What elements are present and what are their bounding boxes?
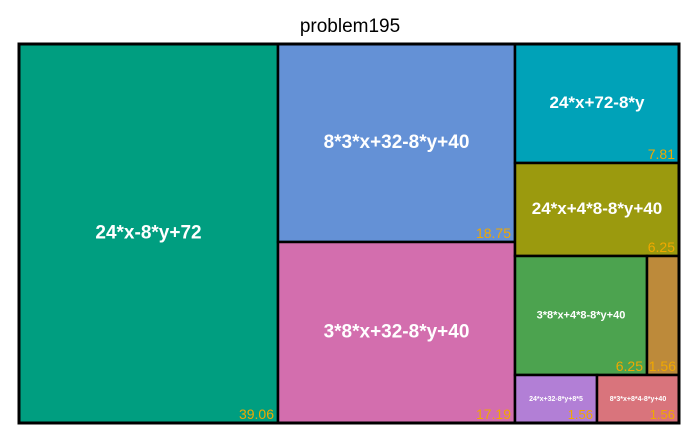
tile-label: 8*3*x+32-8*y+40 — [324, 132, 470, 153]
tile-value-label: 1.56 — [649, 358, 676, 374]
treemap-tile: 24*x+72-8*y 7.81 — [513, 42, 681, 165]
tile-label: 24*x-8*y+72 — [95, 223, 201, 244]
tile-value-label: 6.25 — [648, 239, 675, 255]
treemap-tile: 8*3*x+8*4-8*y+40 1.56 — [595, 373, 681, 425]
tile-value-label: 1.56 — [568, 407, 593, 422]
treemap-border — [17, 42, 681, 425]
tile-rect — [513, 254, 649, 377]
tile-rect — [513, 161, 681, 258]
treemap-tile: 24*x+4*8-8*y+40 6.25 — [513, 161, 681, 258]
tile-value-label: 18.75 — [476, 225, 511, 241]
tile-label: 24*x+4*8-8*y+40 — [532, 199, 662, 218]
treemap-tile: 24*x+32-8*y+8*5 1.56 — [513, 373, 599, 425]
tile-value-label: 1.56 — [650, 407, 675, 422]
tile-value-label: 6.25 — [616, 358, 643, 374]
chart-title: problem195 — [299, 16, 401, 37]
treemap-tile: 1.56 — [645, 254, 681, 377]
tile-label: 8*3*x+8*4-8*y+40 — [610, 396, 667, 403]
tile-label: 3*8*x+32-8*y+40 — [324, 322, 470, 343]
treemap-tile: 3*8*x+4*8-8*y+40 6.25 — [513, 254, 649, 377]
tile-value-label: 39.06 — [239, 406, 274, 422]
treemap-tile: 8*3*x+32-8*y+40 18.75 — [276, 42, 517, 244]
tile-label: 24*x+32-8*y+8*5 — [529, 396, 583, 403]
tile-label: 3*8*x+4*8-8*y+40 — [537, 309, 626, 321]
tile-value-label: 17.19 — [476, 406, 511, 422]
treemap-tile: 3*8*x+32-8*y+40 17.19 — [276, 240, 517, 425]
tile-label: 24*x+72-8*y — [549, 93, 645, 112]
tile-rect — [595, 373, 681, 425]
treemap-tile: 24*x-8*y+72 39.06 — [17, 42, 280, 425]
tile-value-label: 7.81 — [648, 146, 675, 162]
tile-rect — [645, 254, 681, 377]
